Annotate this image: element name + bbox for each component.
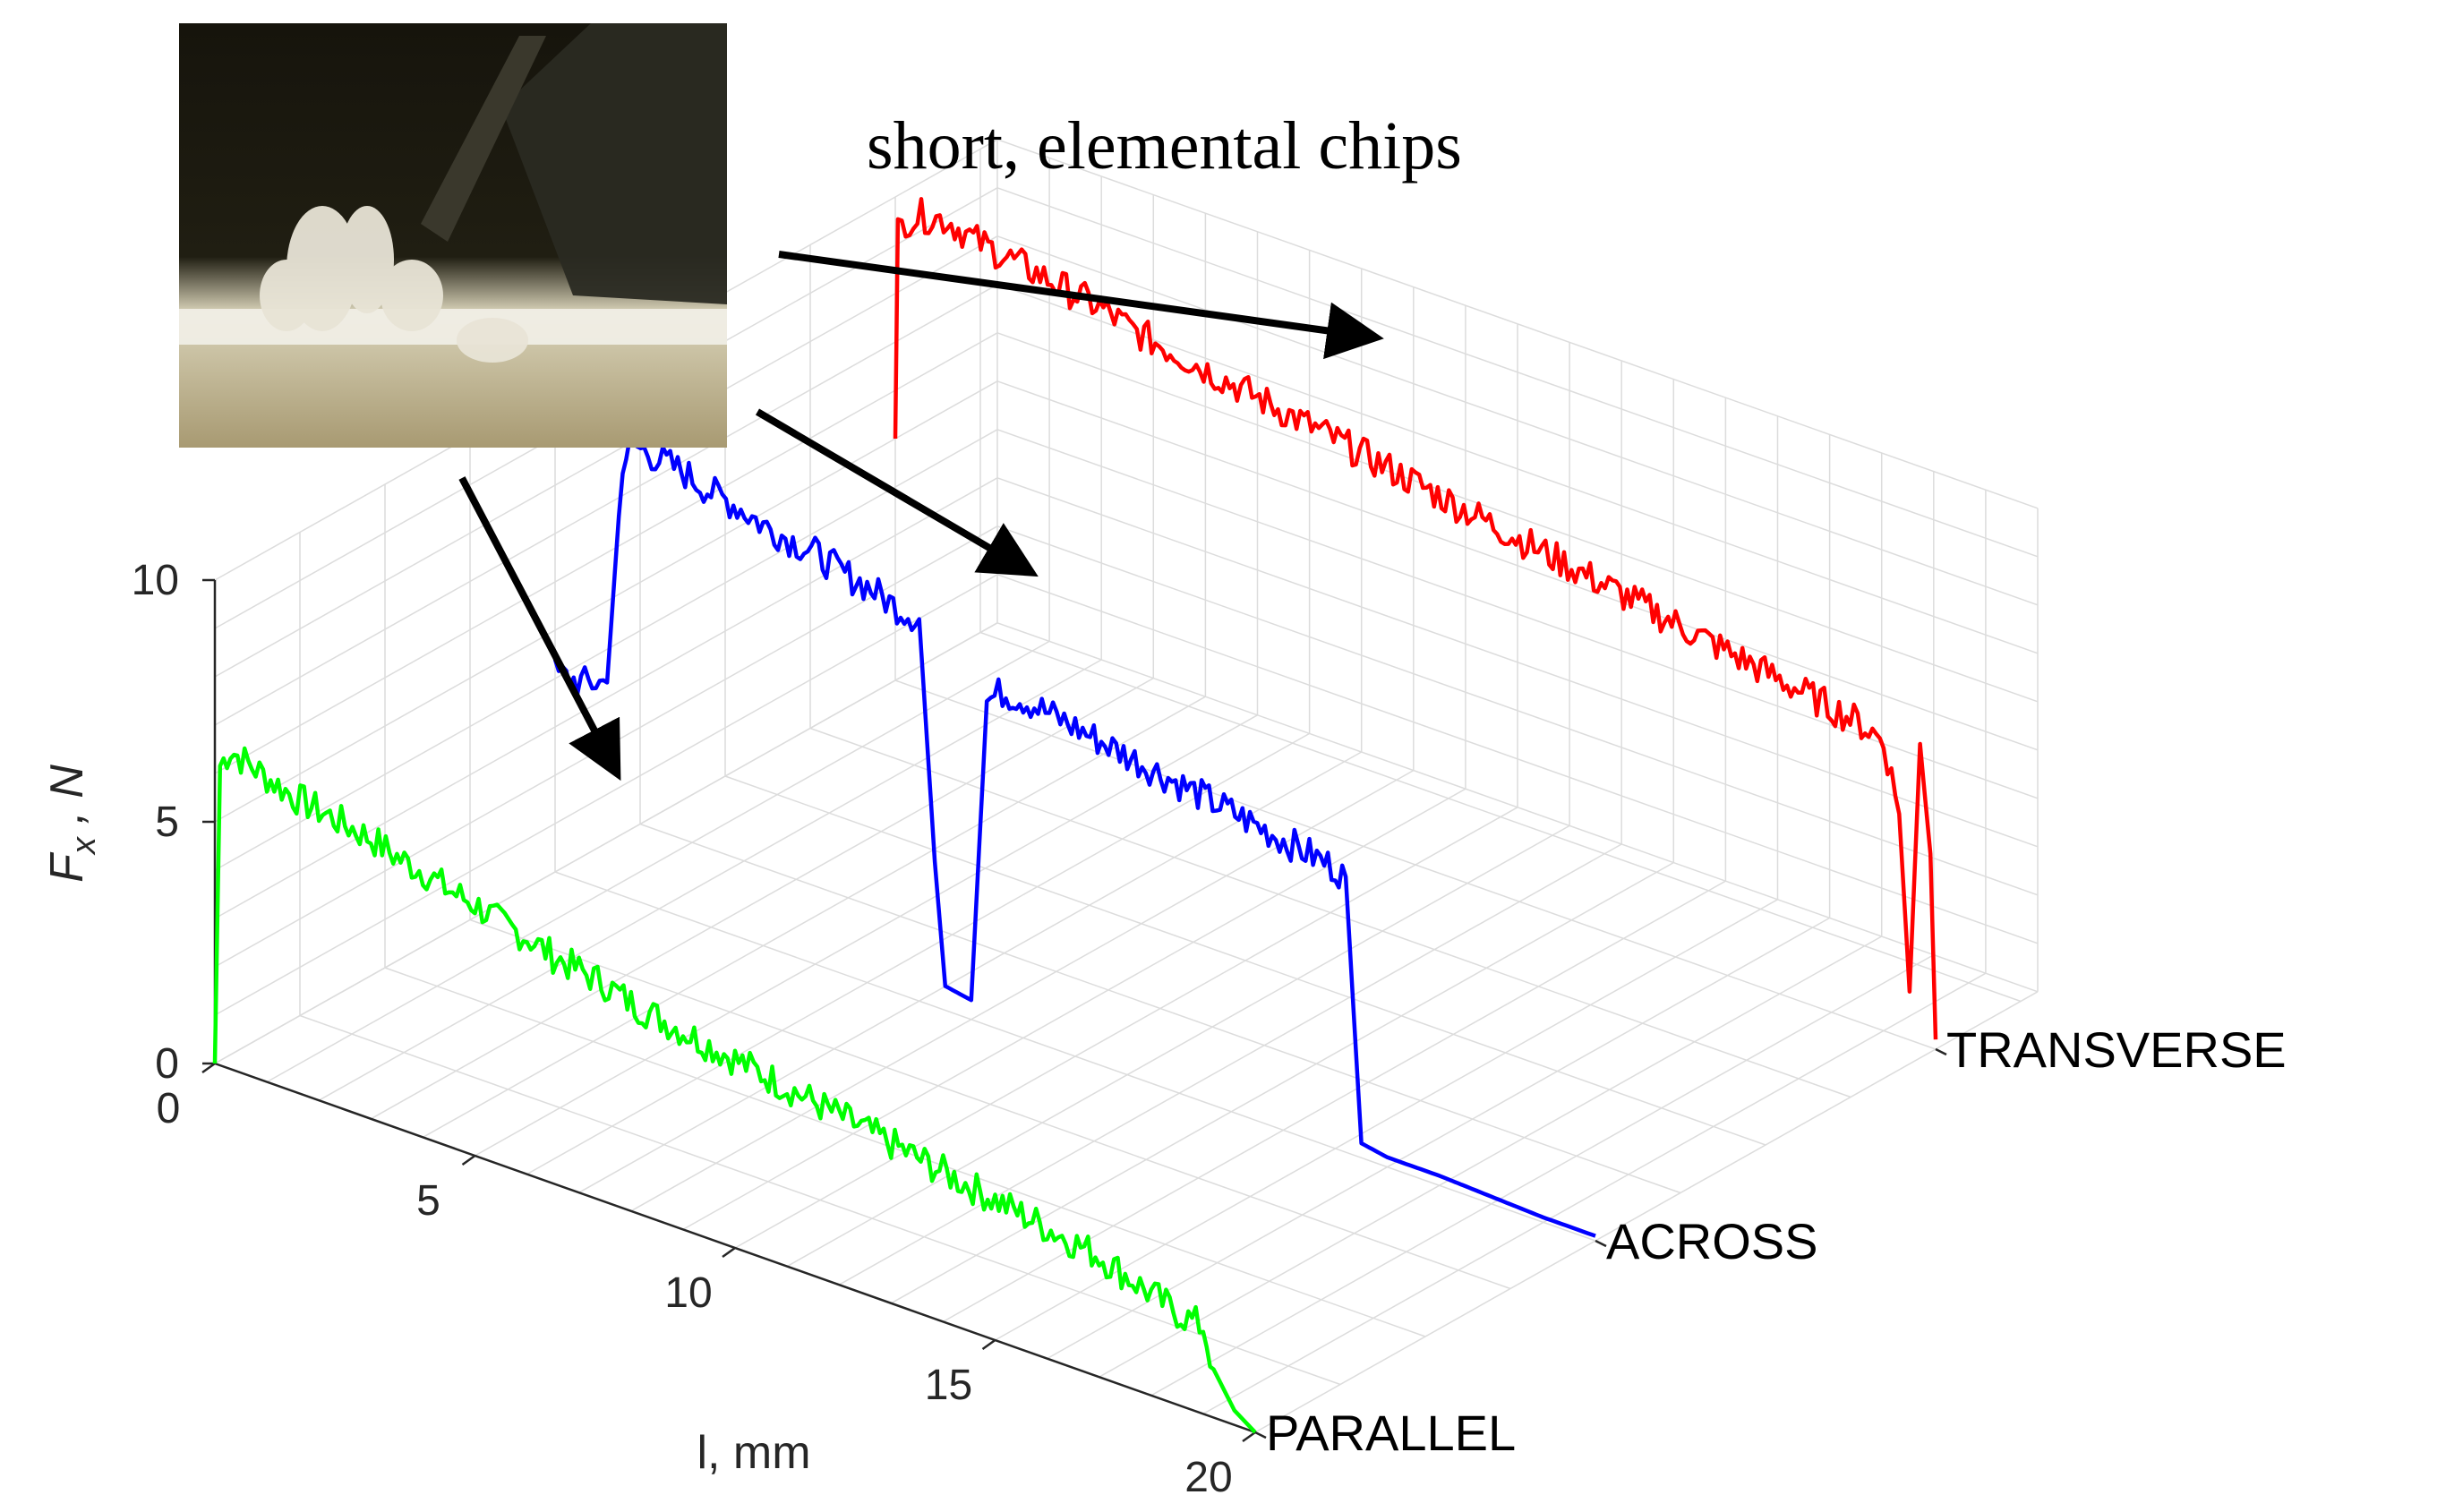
y-axis-label-sub: x — [65, 835, 103, 856]
y-ticks: 0 5 10 — [132, 557, 215, 1088]
y-axis-label-rest: , N — [41, 765, 93, 837]
y-tick-label: 10 — [132, 557, 179, 604]
series-line-transverse — [893, 197, 1938, 1040]
series-line-parallel — [212, 746, 1257, 1434]
y-axis-label-main: F — [41, 851, 93, 883]
y-tick-label: 5 — [155, 799, 179, 846]
series-line-across — [552, 434, 1596, 1238]
y-axis-label: Fx , N — [41, 765, 103, 883]
annotation-arrows — [458, 251, 1384, 782]
x-tick-label: 15 — [925, 1362, 972, 1409]
x-tick-label: 0 — [157, 1085, 181, 1132]
series-label-transverse: TRANSVERSE — [1946, 1021, 2287, 1078]
depth-tick-mark — [1595, 1239, 1607, 1248]
x-tick-mark — [201, 1062, 216, 1074]
annotation-text: short, elemental chips — [867, 108, 1462, 184]
arrow-to-across — [755, 408, 1039, 577]
depth-tick-mark — [1935, 1047, 1947, 1056]
x-tick-mark — [461, 1154, 476, 1166]
y-tick-label: 0 — [155, 1040, 179, 1088]
arrow-to-parallel — [458, 476, 621, 782]
x-tick-mark — [981, 1338, 996, 1351]
series-labels: PARALLEL ACROSS TRANSVERSE — [1254, 1021, 2287, 1461]
arrow-to-transverse — [778, 251, 1384, 360]
x-tick-mark — [1242, 1431, 1256, 1443]
x-tick-label: 5 — [416, 1177, 440, 1225]
series-label-across: ACROSS — [1606, 1213, 1818, 1269]
x-ticks: 0 5 10 15 20 — [157, 1062, 1256, 1501]
x-axis-label: l, mm — [697, 1427, 810, 1479]
x-tick-label: 20 — [1184, 1454, 1232, 1501]
series-label-parallel: PARALLEL — [1266, 1405, 1516, 1461]
chips-photo — [179, 23, 727, 448]
axes — [213, 580, 1256, 1434]
x-tick-label: 10 — [664, 1269, 712, 1317]
depth-tick-mark — [1254, 1431, 1267, 1439]
x-tick-mark — [722, 1246, 736, 1259]
